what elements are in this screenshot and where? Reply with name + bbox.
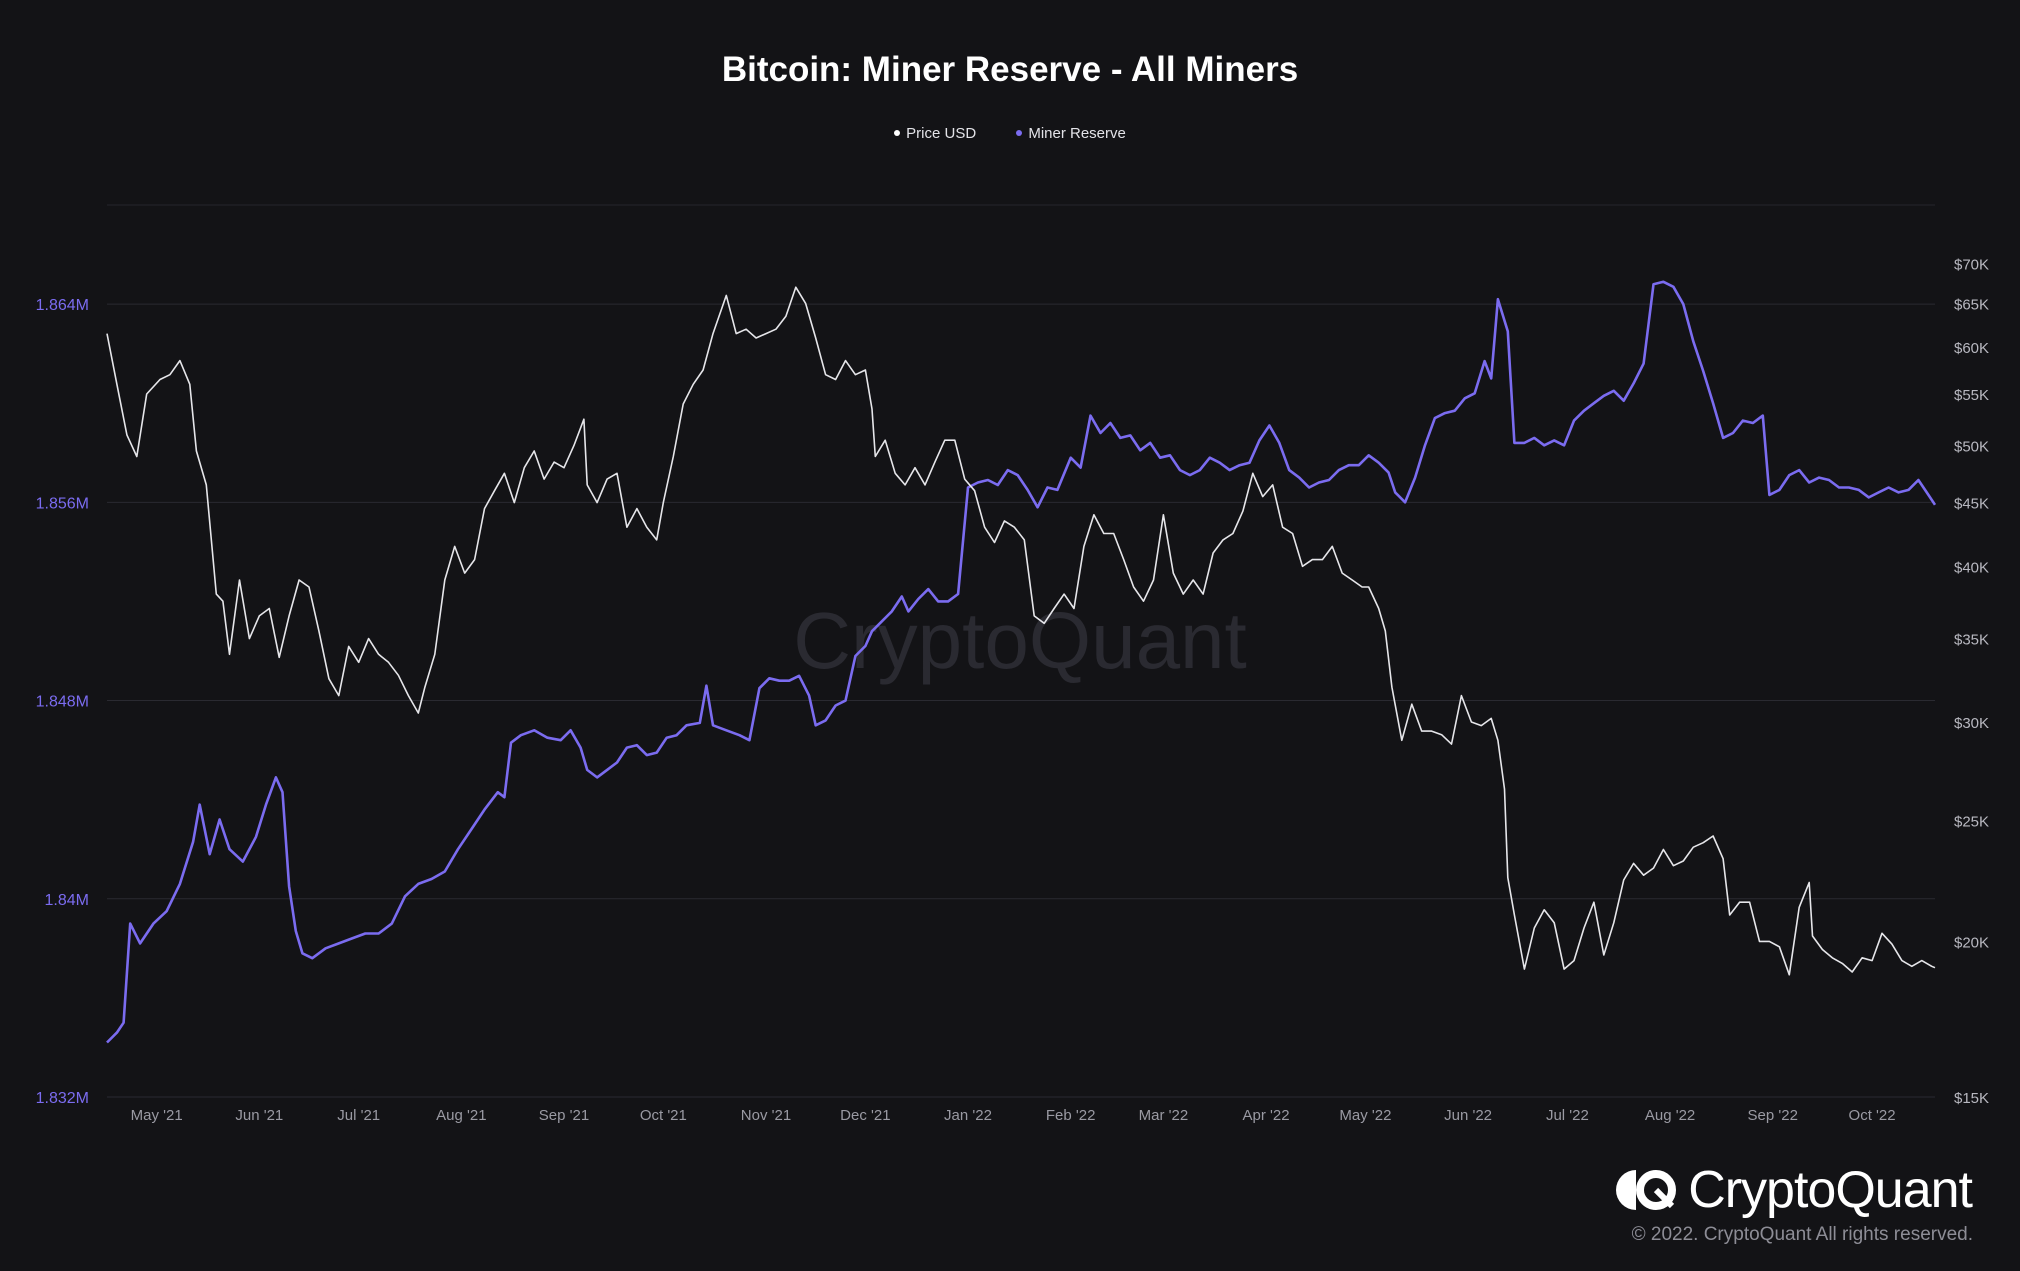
y-tick-label-left: 1.848M xyxy=(36,694,89,711)
legend: Price USD Miner Reserve xyxy=(0,125,2020,142)
brand-name: CryptoQuant xyxy=(1688,1161,1973,1219)
x-tick-label: Jan '22 xyxy=(944,1107,992,1124)
series-line-miner-reserve xyxy=(106,280,1937,1044)
y-tick-label-left: 1.856M xyxy=(36,495,89,512)
legend-item-miner-reserve[interactable]: Miner Reserve xyxy=(1016,125,1126,142)
x-tick-label: Sep '21 xyxy=(539,1107,589,1124)
x-tick-label: Oct '21 xyxy=(640,1107,687,1124)
x-tick-label: May '22 xyxy=(1339,1107,1391,1124)
x-tick-label: Apr '22 xyxy=(1243,1107,1290,1124)
y-tick-label-right: $35K xyxy=(1954,632,1989,649)
y-tick-label-right: $50K xyxy=(1954,439,1989,456)
y-tick-label-right: $40K xyxy=(1954,559,1989,576)
x-axis: May '21 Jun '21 Jul '21 Aug '21 Sep '21 Oct '… xyxy=(131,1107,1896,1124)
watermark: CryptoQuant xyxy=(793,596,1247,685)
legend-dot-price xyxy=(894,130,901,137)
y-axis-left: 1.832M 1.84M 1.848M 1.856M 1.864M xyxy=(36,297,89,1107)
y-tick-label-right: $60K xyxy=(1954,340,1989,357)
cryptoquant-logo-icon xyxy=(1616,1170,1677,1210)
x-tick-label: Jul '21 xyxy=(337,1107,380,1124)
x-tick-label: Jul '22 xyxy=(1546,1107,1589,1124)
y-tick-label-right: $20K xyxy=(1954,934,1989,951)
x-tick-label: Aug '22 xyxy=(1645,1107,1695,1124)
legend-label-price: Price USD xyxy=(906,125,977,142)
y-tick-label-right: $55K xyxy=(1954,387,1989,404)
x-tick-label: Jun '22 xyxy=(1444,1107,1492,1124)
x-tick-label: Aug '21 xyxy=(436,1107,486,1124)
y-tick-label-left: 1.832M xyxy=(36,1090,89,1107)
y-axis-right: $15K $20K $25K $30K $35K $40K $45K $50K $55K $60K… xyxy=(1954,257,1989,1107)
copyright: © 2022. CryptoQuant All rights reserved. xyxy=(1631,1224,1973,1245)
x-tick-label: Nov '21 xyxy=(741,1107,791,1124)
y-tick-label-right: $15K xyxy=(1954,1090,1989,1107)
series-line-price-usd xyxy=(106,286,1936,976)
legend-label-miner-reserve: Miner Reserve xyxy=(1028,125,1126,142)
x-tick-label: Sep '22 xyxy=(1748,1107,1798,1124)
x-tick-label: Oct '22 xyxy=(1849,1107,1896,1124)
x-tick-label: May '21 xyxy=(131,1107,183,1124)
y-tick-label-right: $25K xyxy=(1954,814,1989,831)
series-lines xyxy=(106,280,1937,1044)
legend-dot-miner-reserve xyxy=(1016,130,1023,137)
x-tick-label: Dec '21 xyxy=(840,1107,890,1124)
chart-title: Bitcoin: Miner Reserve - All Miners xyxy=(721,50,1299,89)
y-tick-label-right: $45K xyxy=(1954,496,1989,513)
chart-canvas: CryptoQuant 1.832M 1.84M 1.848M 1.856M 1.864… xyxy=(36,204,1989,1124)
legend-item-price[interactable]: Price USD xyxy=(894,125,976,142)
brand: CryptoQuant xyxy=(1614,1160,1973,1220)
x-tick-label: Feb '22 xyxy=(1046,1107,1096,1124)
x-tick-label: Jun '21 xyxy=(235,1107,283,1124)
y-tick-label-left: 1.864M xyxy=(36,297,89,314)
y-tick-label-right: $30K xyxy=(1954,715,1989,732)
x-tick-label: Mar '22 xyxy=(1139,1107,1189,1124)
y-tick-label-right: $70K xyxy=(1954,257,1989,274)
y-tick-label-right: $65K xyxy=(1954,297,1989,314)
y-tick-label-left: 1.84M xyxy=(45,892,89,909)
